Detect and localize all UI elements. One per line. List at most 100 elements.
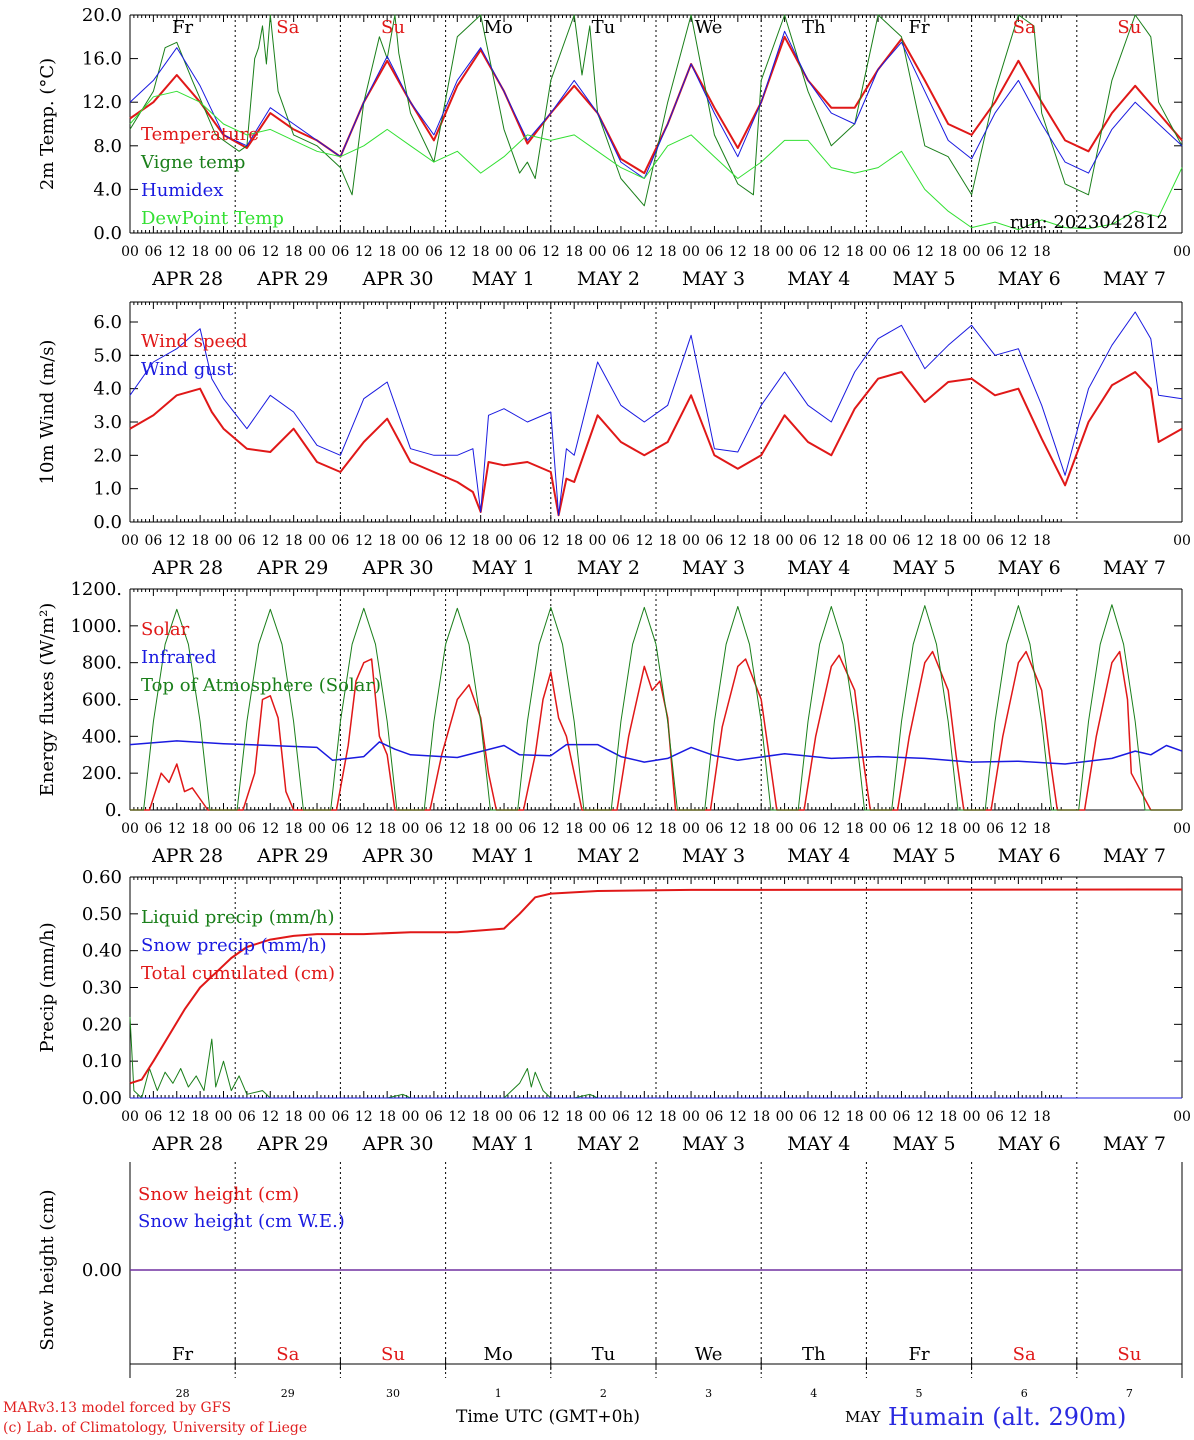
hour-tick-label: 06 [331,821,349,837]
hour-tick-label: 06 [144,821,162,837]
hour-tick-label: 18 [659,533,677,549]
y-tick-label: 20.0 [82,5,122,26]
series-line [129,1016,1182,1099]
weekday-label: Tu [592,1344,616,1365]
hour-tick-label: 18 [846,533,864,549]
station-name: Humain (alt. 290m) [888,1403,1127,1431]
hour-tick-label: 06 [331,244,349,260]
date-label: MAY 3 [682,1133,745,1155]
hour-tick-label: 12 [168,1109,186,1125]
hour-tick-label: 18 [191,821,209,837]
y-axis-title: Precip (mm/h) [37,922,58,1052]
hour-tick-label: 18 [752,533,770,549]
hour-tick-label: 18 [659,1109,677,1125]
y-tick-label: 4.0 [93,179,122,200]
hour-tick-label: 00 [402,533,420,549]
hour-tick-label: 18 [659,821,677,837]
hour-tick-label: 12 [355,821,373,837]
weekday-label: Su [381,1344,405,1365]
hour-tick-label: 18 [1033,244,1051,260]
hour-tick-label: 12 [261,244,279,260]
run-annotation: run: 2023042812 [1010,212,1168,233]
hour-tick-label: 12 [635,533,653,549]
hour-tick-label: 06 [893,533,911,549]
date-label: MAY 3 [682,268,745,290]
weekday-label: Tu [592,17,616,38]
weekday-label: We [695,17,723,38]
hour-tick-label: 00 [869,244,887,260]
hour-tick-label: 18 [285,821,303,837]
hour-tick-label: 12 [261,1109,279,1125]
hour-tick-label: 18 [752,821,770,837]
weekday-label: Mo [484,17,513,38]
hour-tick-label: 18 [191,244,209,260]
date-label: MAY 2 [577,845,640,867]
hour-tick-label: 06 [238,1109,256,1125]
date-label: APR 29 [256,845,328,867]
day-number-label: 5 [916,1387,923,1400]
y-tick-label: 0.60 [82,867,122,888]
hour-tick-label: 18 [378,244,396,260]
date-label: MAY 2 [577,268,640,290]
hour-tick-label: 12 [729,1109,747,1125]
y-tick-label: 12.0 [82,92,122,113]
hour-tick-label: 12 [916,1109,934,1125]
weekday-label: Fr [172,1344,193,1365]
hour-tick-label: 00 [308,821,326,837]
y-tick-label: 0.10 [82,1051,122,1072]
day-number-label: 2 [600,1387,607,1400]
hour-tick-label: 06 [519,533,537,549]
hour-tick-label: 06 [331,1109,349,1125]
hour-tick-label: 06 [612,533,630,549]
hour-tick-label: 12 [261,533,279,549]
hour-tick-label: 00 [1173,821,1191,837]
y-tick-label: 1200. [70,579,122,600]
y-tick-label: 0.30 [82,978,122,999]
hour-tick-label: 12 [542,244,560,260]
hour-tick-label: 12 [542,821,560,837]
y-axis-title: Snow height (cm) [37,1189,58,1350]
day-number-label: 28 [176,1387,190,1400]
legend-entry: Solar [141,619,190,640]
hour-tick-label: 18 [191,1109,209,1125]
hour-tick-label: 12 [1009,1109,1027,1125]
date-label: MAY 4 [787,1133,850,1155]
hour-tick-label: 00 [776,244,794,260]
hour-tick-label: 12 [355,533,373,549]
series-line [129,14,1183,207]
legend-entry: Liquid precip (mm/h) [141,907,335,928]
date-label: MAY 7 [1103,557,1166,579]
hour-tick-label: 12 [448,1109,466,1125]
hour-tick-label: 00 [495,244,513,260]
hour-tick-label: 06 [144,533,162,549]
hour-tick-label: 06 [706,533,724,549]
hour-tick-label: 18 [285,244,303,260]
date-label: MAY 5 [892,845,955,867]
hour-tick-label: 12 [729,821,747,837]
hour-tick-label: 06 [144,1109,162,1125]
date-label: MAY 4 [787,268,850,290]
hour-tick-label: 06 [238,821,256,837]
hour-tick-label: 00 [963,244,981,260]
hour-tick-label: 06 [425,244,443,260]
hour-tick-label: 12 [448,821,466,837]
hour-tick-label: 12 [1009,244,1027,260]
y-tick-label: 0.40 [82,941,122,962]
date-label: APR 29 [256,557,328,579]
date-label: MAY 6 [998,845,1061,867]
hour-tick-label: 00 [589,1109,607,1125]
hour-tick-label: 18 [939,1109,957,1125]
day-number-label: 7 [1126,1387,1133,1400]
series-line [129,35,1183,175]
hour-tick-label: 18 [565,244,583,260]
date-label: APR 30 [361,268,433,290]
hour-tick-label: 00 [121,533,139,549]
legend-entry: Snow height (cm W.E.) [138,1211,345,1232]
hour-tick-label: 00 [215,244,233,260]
weekday-label: Su [1117,1344,1141,1365]
y-tick-label: 600. [82,690,122,711]
date-label: MAY 7 [1103,1133,1166,1155]
weekday-label: Fr [908,17,929,38]
y-tick-label: 6.0 [93,312,122,333]
hour-tick-label: 12 [542,1109,560,1125]
